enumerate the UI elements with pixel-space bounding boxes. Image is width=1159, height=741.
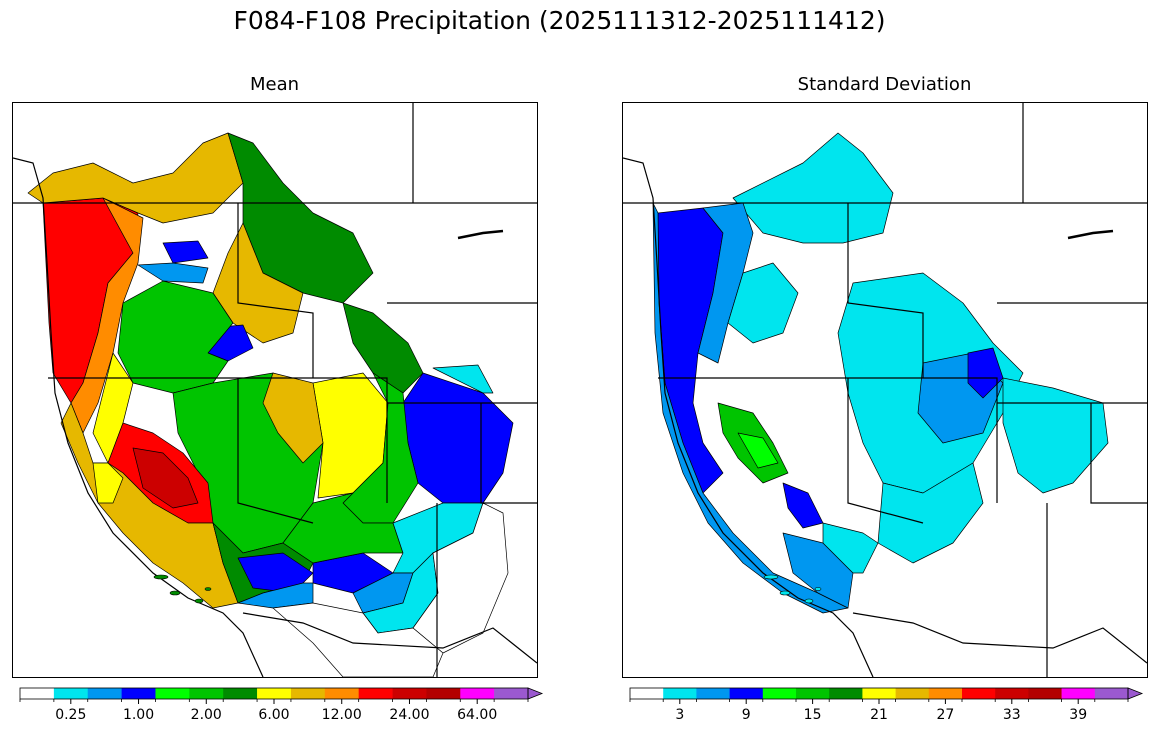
mean-map — [12, 102, 538, 678]
zone-wy-green — [342, 302, 424, 394]
mean-colorbar-swatch-0 — [20, 688, 55, 699]
sd-zone-north-cyan — [732, 132, 894, 244]
stddev-colorbar-tick-label-6: 39 — [1069, 707, 1087, 723]
mean-colorbar-tick-label-5: 24.00 — [389, 707, 429, 723]
zone-co-cyan — [432, 364, 494, 394]
mean-colorbar-tick-label-3: 6.00 — [258, 707, 289, 723]
mean-panel-title: Mean — [249, 74, 300, 95]
zone-ca-darkred — [132, 447, 199, 509]
stddev-colorbar-tick-label-2: 15 — [804, 707, 822, 723]
stddev-colorbar-swatch-4 — [762, 688, 797, 699]
mean-map-canvas — [13, 103, 537, 677]
stddev-colorbar-swatch-7 — [862, 688, 896, 699]
stddev-colorbar-swatch-10 — [962, 688, 996, 699]
mean-colorbar-swatch-5 — [189, 688, 224, 699]
stddev-colorbar-swatch-11 — [995, 688, 1029, 699]
id-mt-line — [237, 203, 314, 378]
mean-colorbar-swatch-13 — [460, 688, 495, 699]
zone-ca-yellow — [92, 462, 124, 504]
mean-colorbar-tick-label-1: 1.00 — [123, 707, 154, 723]
stddev-colorbar-tick-label-1: 9 — [742, 707, 751, 723]
stddev-colorbar-swatch-9 — [928, 688, 963, 699]
stddev-colorbar-swatch-3 — [729, 688, 764, 699]
zone-north-green — [227, 132, 374, 304]
zone-south-white — [272, 602, 444, 677]
mean-colorbar-extend-arrow — [527, 687, 544, 700]
stddev-colorbar-swatch-0 — [630, 688, 664, 699]
mean-colorbar-tick-label-4: 12.00 — [322, 707, 362, 723]
ne-ks-line — [480, 403, 537, 504]
mean-colorbar-swatch-1 — [53, 688, 89, 699]
stddev-colorbar-swatch-6 — [829, 688, 863, 699]
mean-colorbar: 0.25 1.00 2.00 6.00 12.00 24.00 64.00 — [19, 686, 550, 732]
zone-wa-blue — [162, 240, 209, 264]
nv-ut-line — [237, 378, 314, 524]
mean-colorbar-canvas: 0.25 1.00 2.00 6.00 12.00 24.00 64.00 — [19, 687, 544, 723]
stddev-colorbar-tick-label-4: 27 — [936, 707, 954, 723]
sd-zone-or-cyan — [727, 262, 799, 344]
stddev-colorbar-tick-label-5: 33 — [1003, 707, 1021, 723]
mean-colorbar-swatch-11 — [392, 688, 427, 699]
zone-interior-green — [117, 280, 234, 394]
stddev-colorbar-swatch-5 — [796, 688, 830, 699]
stddev-map — [622, 102, 1148, 678]
mexico-border — [242, 612, 537, 664]
mean-colorbar-swatch-9 — [324, 688, 359, 699]
sd-zone-co-cyan — [1002, 377, 1109, 494]
mean-colorbar-tick-label-6: 64.00 — [457, 707, 497, 723]
co-wy-line — [313, 377, 388, 503]
mean-colorbar-swatch-3 — [121, 688, 156, 699]
mean-colorbar-tick-label-2: 2.00 — [191, 707, 222, 723]
stddev-colorbar-extend-arrow — [1127, 687, 1144, 700]
stddev-colorbar-swatch-13 — [1061, 688, 1096, 699]
mean-colorbar-swatch-12 — [426, 688, 461, 699]
mean-colorbar-swatch-14 — [494, 688, 529, 699]
stddev-colorbar-swatch-8 — [895, 688, 930, 699]
mean-colorbar-swatch-7 — [257, 688, 292, 699]
mean-colorbar-swatch-6 — [223, 688, 258, 699]
mean-colorbar-tick-label-0: 0.25 — [55, 707, 86, 723]
stddev-colorbar-swatch-1 — [663, 688, 697, 699]
stddev-colorbar-canvas: 3 9 15 21 27 33 39 — [629, 687, 1144, 723]
sd-zone-or-lightblue — [697, 202, 754, 364]
mean-colorbar-swatch-2 — [87, 688, 122, 699]
stddev-colorbar-swatch-14 — [1094, 688, 1129, 699]
stddev-colorbar-tick-label-3: 21 — [870, 707, 888, 723]
zone-idaho-gold — [212, 222, 304, 344]
sd-zone-ca-brightgreen — [737, 432, 779, 469]
stddev-colorbar-swatch-12 — [1028, 688, 1062, 699]
zone-co-blue — [402, 372, 514, 504]
sd-zone-socal-cyan — [822, 522, 879, 574]
mean-colorbar-swatch-8 — [290, 688, 326, 699]
zone-utah-gold — [262, 372, 324, 464]
mean-colorbar-swatch-10 — [358, 688, 393, 699]
stddev-map-canvas — [623, 103, 1147, 677]
stddev-colorbar-swatch-2 — [696, 688, 730, 699]
figure-title: F084-F108 Precipitation (2025111312-2025… — [233, 6, 886, 35]
mean-colorbar-swatch-4 — [155, 688, 190, 699]
stddev-colorbar: 3 9 15 21 27 33 39 — [629, 686, 1150, 732]
zone-wa-lightblue — [137, 262, 209, 284]
stddev-panel-title: Standard Deviation — [797, 74, 972, 95]
stddev-colorbar-tick-label-0: 3 — [675, 707, 684, 723]
sd-zone-az-cyan — [877, 462, 984, 564]
coastline — [13, 157, 264, 677]
lake-winnipeg — [457, 229, 504, 240]
sd-zone-sierra-blue — [782, 482, 824, 529]
